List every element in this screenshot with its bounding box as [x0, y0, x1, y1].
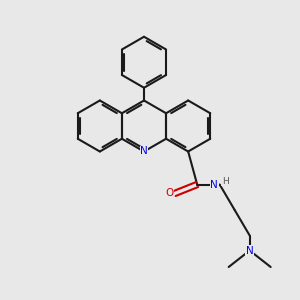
Text: H: H: [222, 177, 228, 186]
Text: N: N: [246, 245, 254, 256]
Text: N: N: [140, 146, 148, 157]
Text: N: N: [210, 179, 218, 190]
Text: O: O: [165, 188, 173, 199]
